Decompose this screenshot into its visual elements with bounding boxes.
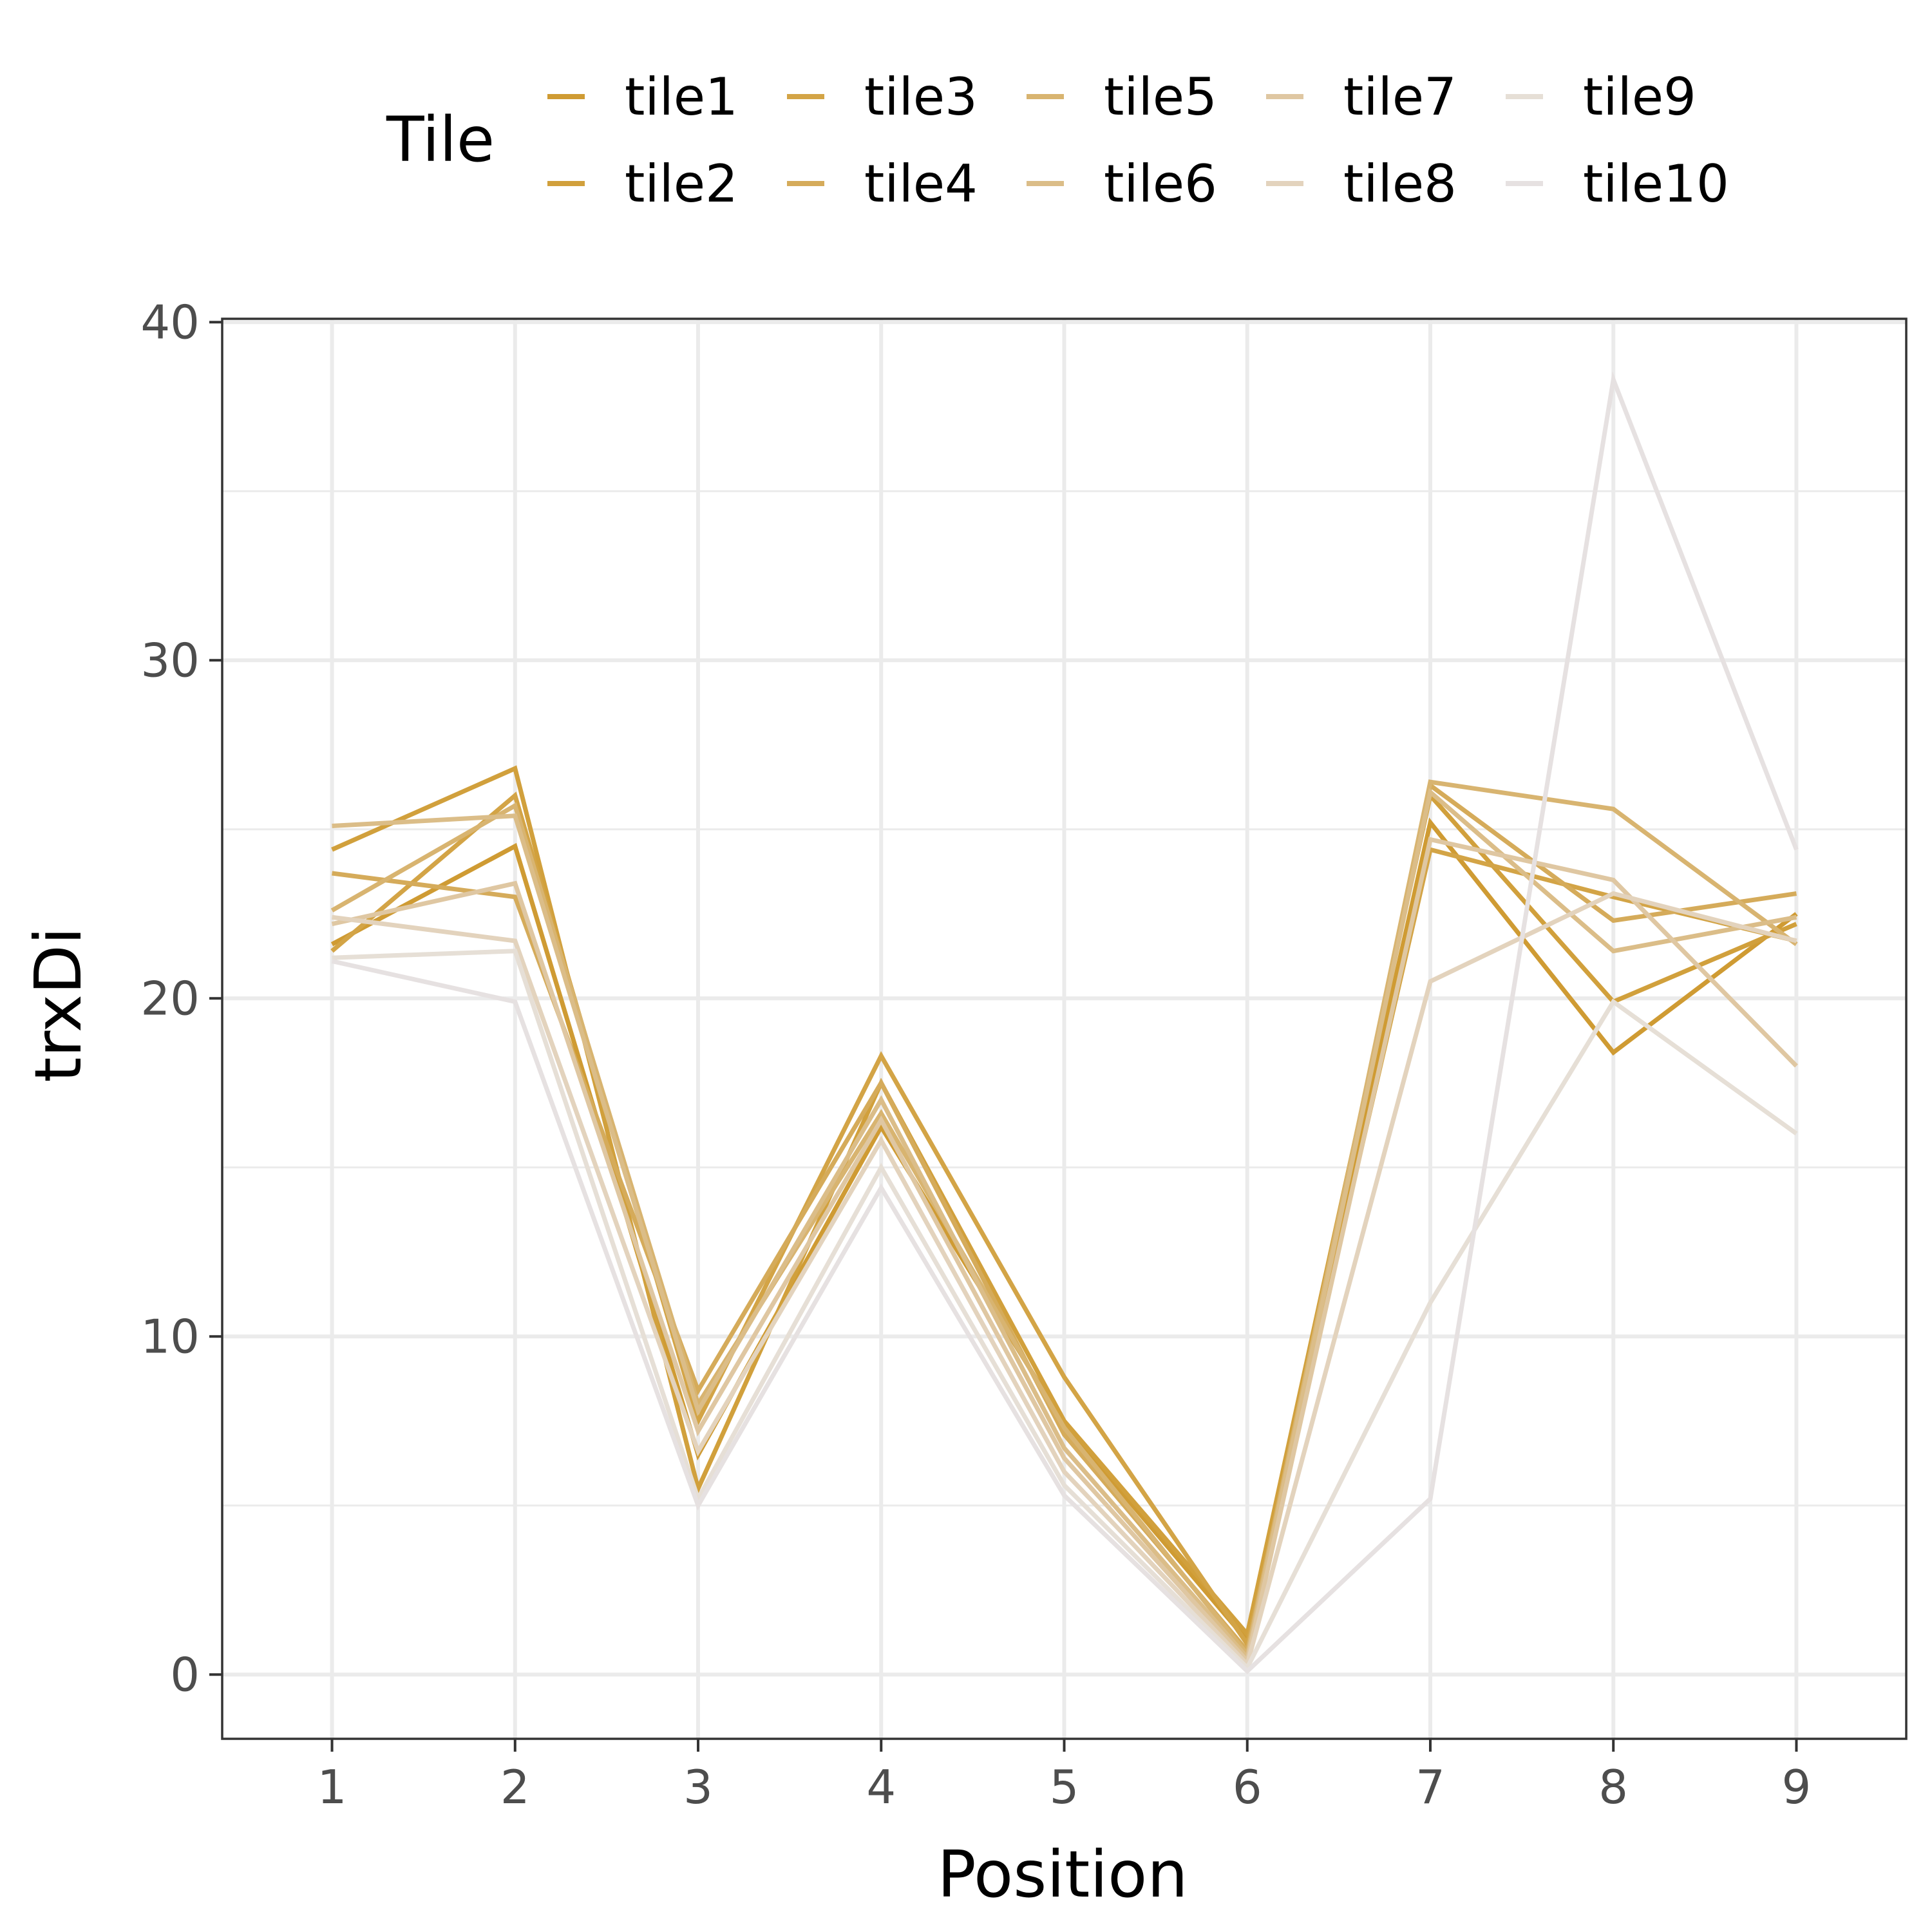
legend-label-tile8: tile8 (1343, 154, 1457, 214)
legend-label-tile9: tile9 (1583, 67, 1696, 127)
legend-item-tile3: tile3 (787, 67, 978, 127)
x-tick-label: 6 (1233, 1760, 1262, 1814)
legend-item-tile2: tile2 (547, 154, 738, 214)
legend-label-tile7: tile7 (1343, 67, 1457, 127)
x-tick-label: 4 (866, 1760, 896, 1814)
y-axis: 0 10 20 30 40 (140, 295, 222, 1701)
series-line-tile10 (331, 371, 1799, 1674)
series-lines (330, 371, 1799, 1674)
legend-label-tile2: tile2 (625, 154, 738, 214)
legend-label-tile3: tile3 (864, 67, 978, 127)
legend-item-tile4: tile4 (787, 154, 978, 214)
series-line-tile9 (332, 949, 1798, 1672)
x-tick-label: 1 (317, 1760, 347, 1814)
series-line-tile6 (332, 788, 1797, 1663)
y-tick-label: 20 (140, 971, 200, 1025)
legend-item-tile8: tile8 (1266, 154, 1457, 214)
legend-title: Tile (386, 104, 495, 176)
x-axis: 1 2 3 4 5 6 7 8 9 (317, 1739, 1812, 1814)
legend-item-tile6: tile6 (1027, 154, 1217, 214)
legend-label-tile4: tile4 (864, 154, 978, 214)
legend-item-tile5: tile5 (1027, 67, 1217, 127)
y-tick-label: 10 (140, 1309, 200, 1363)
legend: Tile tile1 tile2 tile3 tile4 tile5 tile6 tile7… (386, 67, 1729, 214)
legend-label-tile5: tile5 (1104, 67, 1217, 127)
series-line-tile5 (330, 779, 1798, 1660)
y-tick-label: 40 (140, 295, 200, 349)
series-line-tile7 (331, 837, 1798, 1666)
x-tick-label: 9 (1782, 1760, 1812, 1814)
legend-item-tile1: tile1 (547, 67, 738, 127)
x-tick-label: 7 (1416, 1760, 1445, 1814)
legend-label-tile10: tile10 (1583, 154, 1729, 214)
legend-item-tile10: tile10 (1506, 154, 1729, 214)
x-axis-title: Position (937, 1837, 1188, 1912)
legend-item-tile7: tile7 (1266, 67, 1457, 127)
legend-item-tile9: tile9 (1506, 67, 1696, 127)
legend-label-tile6: tile6 (1104, 154, 1217, 214)
x-tick-label: 3 (683, 1760, 713, 1814)
y-tick-label: 30 (140, 633, 200, 687)
major-gridlines (222, 319, 1906, 1739)
x-tick-label: 5 (1050, 1760, 1079, 1814)
y-tick-label: 0 (170, 1647, 200, 1701)
x-tick-label: 2 (500, 1760, 530, 1814)
y-axis-title: trxDi (21, 927, 96, 1083)
x-tick-label: 8 (1598, 1760, 1628, 1814)
series-line-tile8 (332, 891, 1797, 1669)
legend-label-tile1: tile1 (625, 67, 738, 127)
